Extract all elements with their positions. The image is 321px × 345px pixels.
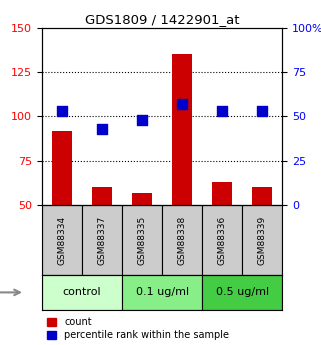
Text: GSM88337: GSM88337 xyxy=(97,215,107,265)
Text: GSM88334: GSM88334 xyxy=(57,216,66,265)
Bar xyxy=(52,131,72,205)
Text: GSM88338: GSM88338 xyxy=(178,215,187,265)
Point xyxy=(180,101,185,107)
Legend: count, percentile rank within the sample: count, percentile rank within the sample xyxy=(47,317,229,340)
Bar xyxy=(42,275,122,310)
Bar xyxy=(82,205,122,275)
Bar xyxy=(202,275,282,310)
Bar xyxy=(212,182,232,205)
Point xyxy=(59,108,64,114)
Bar xyxy=(92,187,112,205)
Text: 0.1 ug/ml: 0.1 ug/ml xyxy=(135,287,189,297)
Title: GDS1809 / 1422901_at: GDS1809 / 1422901_at xyxy=(85,13,239,27)
Bar xyxy=(202,205,242,275)
Bar xyxy=(172,54,192,205)
Bar xyxy=(42,205,82,275)
Bar xyxy=(162,205,202,275)
Bar xyxy=(122,205,162,275)
Bar xyxy=(132,193,152,205)
Point xyxy=(100,126,105,131)
Bar xyxy=(242,205,282,275)
Text: control: control xyxy=(63,287,101,297)
Bar xyxy=(252,187,273,205)
Text: 0.5 ug/ml: 0.5 ug/ml xyxy=(216,287,269,297)
Text: GSM88336: GSM88336 xyxy=(218,215,227,265)
Text: GSM88335: GSM88335 xyxy=(137,215,147,265)
Bar xyxy=(122,275,202,310)
Text: GSM88339: GSM88339 xyxy=(258,215,267,265)
Point xyxy=(140,117,145,123)
Point xyxy=(260,108,265,114)
Point xyxy=(220,108,225,114)
